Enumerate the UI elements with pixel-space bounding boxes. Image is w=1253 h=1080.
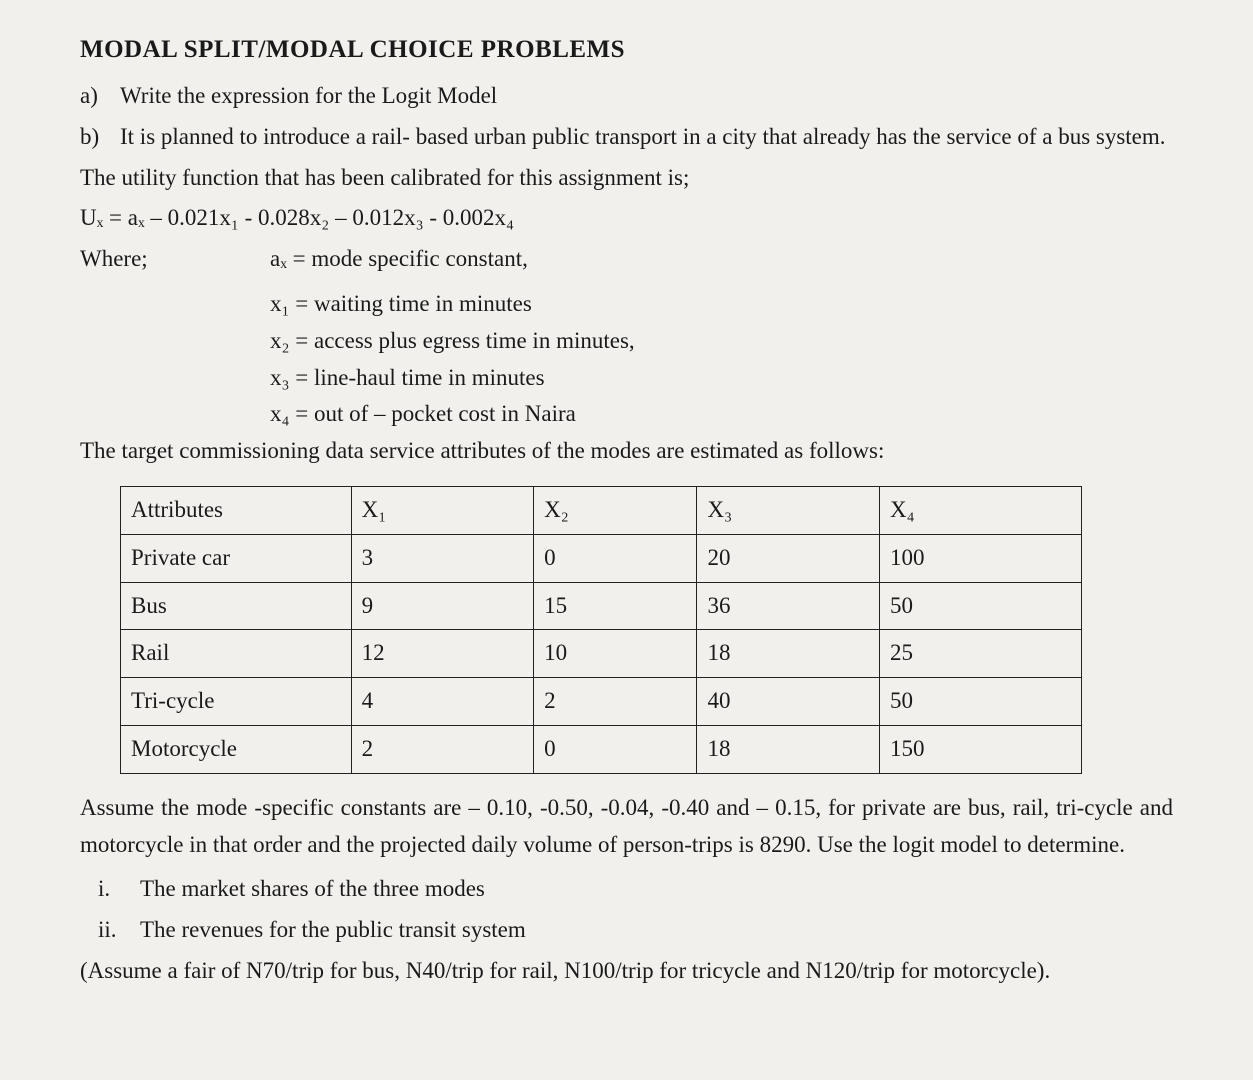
col-attributes: Attributes	[121, 486, 352, 534]
table-row: Bus 9 15 36 50	[121, 582, 1082, 630]
cell: 40	[697, 678, 880, 726]
cell: 18	[697, 725, 880, 773]
where-block: Where; aₓ = mode specific constant,	[80, 241, 1173, 282]
def-x3: x₃ = line-haul time in minutes	[270, 360, 1173, 397]
question-b: b) It is planned to introduce a rail- ba…	[80, 119, 1173, 156]
table-row: Rail 12 10 18 25	[121, 630, 1082, 678]
utility-intro: The utility function that has been calib…	[80, 160, 1173, 197]
cell: Tri-cycle	[121, 678, 352, 726]
col-x2: X₂	[534, 486, 697, 534]
def-x2: x₂ = access plus egress time in minutes,	[270, 323, 1173, 360]
cell: Bus	[121, 582, 352, 630]
def-x1: x₁ = waiting time in minutes	[270, 286, 1173, 323]
sublist-i: i. The market shares of the three modes	[98, 871, 1173, 908]
cell: 3	[351, 534, 534, 582]
question-a-label: a)	[80, 78, 120, 115]
cell: Rail	[121, 630, 352, 678]
fare-note: (Assume a fair of N70/trip for bus, N40/…	[80, 953, 1173, 990]
cell: 0	[534, 534, 697, 582]
def-x4: x₄ = out of – pocket cost in Naira	[270, 396, 1173, 433]
sublist-ii: ii. The revenues for the public transit …	[98, 912, 1173, 949]
cell: 4	[351, 678, 534, 726]
where-label: Where;	[80, 241, 270, 282]
target-intro: The target commissioning data service at…	[80, 433, 1173, 470]
sublist-ii-label: ii.	[98, 912, 140, 949]
cell: 15	[534, 582, 697, 630]
table-row: Tri-cycle 4 2 40 50	[121, 678, 1082, 726]
col-x3: X₃	[697, 486, 880, 534]
sublist-ii-text: The revenues for the public transit syst…	[140, 912, 526, 949]
cell: 20	[697, 534, 880, 582]
table-header-row: Attributes X₁ X₂ X₃ X₄	[121, 486, 1082, 534]
sublist: i. The market shares of the three modes …	[98, 871, 1173, 949]
col-x4: X₄	[880, 486, 1082, 534]
closing-paragraph: Assume the mode -specific constants are …	[80, 790, 1173, 864]
attributes-table: Attributes X₁ X₂ X₃ X₄ Private car 3 0 2…	[120, 486, 1082, 774]
sublist-i-text: The market shares of the three modes	[140, 871, 485, 908]
cell: 100	[880, 534, 1082, 582]
table-row: Private car 3 0 20 100	[121, 534, 1082, 582]
cell: 2	[534, 678, 697, 726]
question-a: a) Write the expression for the Logit Mo…	[80, 78, 1173, 115]
cell: 9	[351, 582, 534, 630]
where-definitions: aₓ = mode specific constant,	[270, 241, 1173, 282]
page-title: MODAL SPLIT/MODAL CHOICE PROBLEMS	[80, 30, 1173, 70]
cell: 2	[351, 725, 534, 773]
def-ax: aₓ = mode specific constant,	[270, 241, 1173, 278]
cell: Private car	[121, 534, 352, 582]
cell: 150	[880, 725, 1082, 773]
cell: 25	[880, 630, 1082, 678]
cell: 50	[880, 678, 1082, 726]
cell: 10	[534, 630, 697, 678]
question-a-text: Write the expression for the Logit Model	[120, 78, 1173, 115]
cell: 12	[351, 630, 534, 678]
question-b-text: It is planned to introduce a rail- based…	[120, 119, 1173, 156]
sublist-i-label: i.	[98, 871, 140, 908]
cell: 18	[697, 630, 880, 678]
cell: 0	[534, 725, 697, 773]
utility-formula: Uₓ = aₓ – 0.021x₁ - 0.028x₂ – 0.012x₃ - …	[80, 200, 1173, 237]
col-x1: X₁	[351, 486, 534, 534]
table-row: Motorcycle 2 0 18 150	[121, 725, 1082, 773]
cell: Motorcycle	[121, 725, 352, 773]
cell: 36	[697, 582, 880, 630]
cell: 50	[880, 582, 1082, 630]
question-b-label: b)	[80, 119, 120, 156]
